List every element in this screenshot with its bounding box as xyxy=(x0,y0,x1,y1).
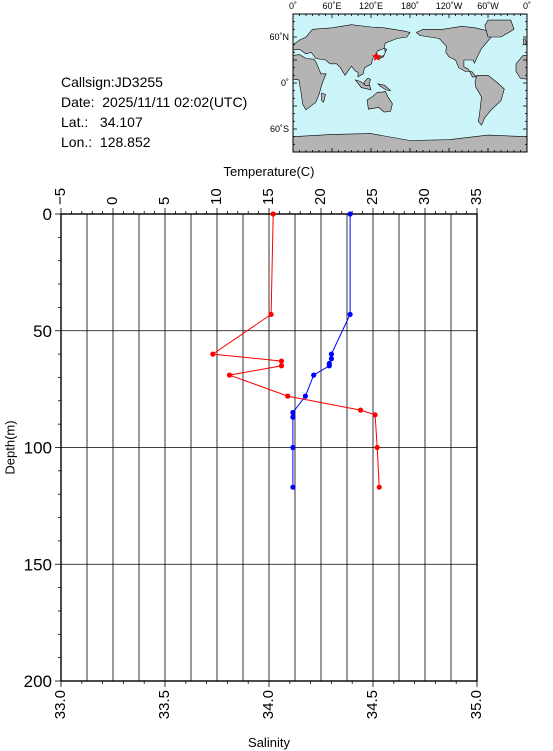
salinity-data-point xyxy=(270,211,276,217)
temperature-data-point xyxy=(311,372,317,378)
temperature-data-point xyxy=(326,363,332,369)
map-lat-label: 60˚N xyxy=(269,32,289,42)
salinity-profile-line xyxy=(211,213,380,488)
depth-tick-label: 0 xyxy=(43,205,52,224)
land-indonesia xyxy=(354,79,372,91)
map-lat-label: 0˚ xyxy=(281,78,289,88)
salinity-data-point xyxy=(278,363,285,369)
station-info: Callsign:JD3255 Date: 2025/11/11 02:02(U… xyxy=(61,72,247,152)
temperature-tick-label: 20 xyxy=(312,188,329,205)
world-map: 0˚ 60˚E 120˚E 180˚ 120˚W 60˚W 0˚ 60˚N 0˚ 60˚S xyxy=(269,1,531,153)
depth-tick-label: 50 xyxy=(33,322,52,341)
salinity-data-point xyxy=(210,351,216,357)
land-borneo xyxy=(363,78,371,86)
temperature-axis-title: Temperature(C) xyxy=(223,164,314,179)
longitude-label: Lon.: 128.852 xyxy=(61,134,151,150)
salinity-data-point xyxy=(376,484,382,490)
temperature-data-point xyxy=(347,311,353,318)
temperature-data-point xyxy=(347,211,353,217)
depth-tick-label: 100 xyxy=(24,439,52,458)
depth-tick-label: 200 xyxy=(24,672,52,691)
station-marker-icon xyxy=(372,51,382,61)
land-madagascar xyxy=(321,92,326,103)
callsign-label: Callsign:JD3255 xyxy=(61,74,163,90)
depth-axis-title: Depth(m) xyxy=(2,420,17,474)
land-eurasia xyxy=(292,24,411,78)
temperature-tick-label: 0 xyxy=(104,197,121,205)
temperature-tick-label: 15 xyxy=(260,188,277,205)
salinity-data-point xyxy=(372,412,378,418)
land-uk xyxy=(522,38,527,46)
salinity-axis-title: Salinity xyxy=(248,735,290,750)
map-lon-label: 0˚ xyxy=(289,1,297,11)
temperature-tick-label: 35 xyxy=(468,188,485,205)
temperature-data-point xyxy=(290,484,296,490)
map-lon-label: 120˚W xyxy=(436,1,463,11)
temperature-tick-label: 30 xyxy=(416,188,433,205)
temperature-tick-label: −5 xyxy=(52,188,69,205)
salinity-data-point xyxy=(268,311,274,318)
land-south-america xyxy=(474,75,505,126)
temperature-tick-label: 5 xyxy=(156,197,173,205)
temperature-data-point xyxy=(302,393,308,399)
depth-tick-label: 150 xyxy=(24,555,52,574)
temperature-tick-label: 25 xyxy=(364,188,381,205)
salinity-data-point xyxy=(374,444,380,451)
salinity-data-point xyxy=(285,393,291,399)
salinity-data-point xyxy=(278,358,285,364)
date-label: Date: 2025/11/11 02:02(UTC) xyxy=(61,94,248,110)
salinity-tick-label: 34.5 xyxy=(364,690,381,719)
land-north-america xyxy=(415,25,492,78)
temperature-data-point xyxy=(290,444,296,451)
temperature-tick-label: 10 xyxy=(208,188,225,205)
map-lon-label: 120˚E xyxy=(359,1,383,11)
land-africa xyxy=(292,54,327,111)
map-lon-label: 60˚W xyxy=(477,1,499,11)
salinity-tick-label: 35.0 xyxy=(468,690,485,719)
land-australia xyxy=(366,91,393,113)
temperature-data-point xyxy=(328,356,334,362)
temperature-profile-line xyxy=(292,214,351,488)
map-lon-label: 0˚ xyxy=(523,1,531,11)
salinity-tick-label: 33.5 xyxy=(156,690,173,719)
temperature-data-point xyxy=(290,409,296,416)
land-new-guinea xyxy=(377,83,392,92)
latitude-label: Lat.: 34.107 xyxy=(61,114,143,130)
map-lat-label: 60˚S xyxy=(270,124,289,134)
salinity-data-point xyxy=(226,372,233,378)
temperature-data-point xyxy=(290,414,296,420)
salinity-tick-label: 33.0 xyxy=(52,690,69,719)
map-lon-label: 60˚E xyxy=(322,1,341,11)
temperature-data-point xyxy=(328,351,334,357)
land-greenland xyxy=(484,19,515,38)
salinity-data-point xyxy=(357,407,364,413)
salinity-tick-label: 34.0 xyxy=(260,690,277,719)
map-lon-label: 180˚ xyxy=(401,1,419,11)
